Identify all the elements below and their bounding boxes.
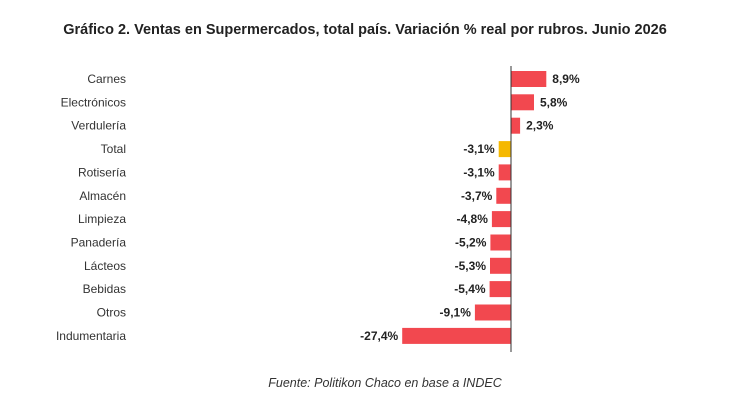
value-label: -4,8% (457, 212, 489, 226)
chart-title: Gráfico 2. Ventas en Supermercados, tota… (63, 22, 667, 38)
bars-layer: Carnes 8,9% Electrónicos 5,8% Verdulería 2,3%… (56, 71, 580, 344)
value-label: -9,1% (440, 306, 472, 320)
value-label: 2,3% (526, 119, 554, 133)
bar-almacen (496, 187, 511, 204)
bar-carnes (511, 71, 547, 87)
category-label: Total (101, 142, 126, 156)
value-label: -27,4% (360, 329, 398, 343)
bar-total (498, 141, 511, 158)
bar-bebidas (489, 281, 511, 298)
bar-panaderia (490, 234, 511, 251)
category-label: Panadería (71, 236, 127, 250)
value-label: 5,8% (540, 95, 568, 109)
category-label: Almacén (79, 189, 126, 203)
category-label: Limpieza (78, 212, 126, 226)
value-label: -3,1% (463, 165, 495, 179)
bar-limpieza (491, 211, 511, 228)
source-note: Fuente: Politikon Chaco en base a INDEC (268, 376, 502, 390)
value-label: -5,4% (454, 282, 486, 296)
value-label: -5,2% (455, 236, 487, 250)
category-label: Bebidas (83, 282, 126, 296)
value-label: -3,7% (461, 189, 493, 203)
value-label: 8,9% (552, 72, 580, 86)
bar-electronicos (511, 94, 534, 111)
category-label: Verdulería (71, 119, 126, 133)
category-label: Electrónicos (61, 95, 126, 109)
bar-rotiseria (498, 164, 511, 181)
bar-verduleria (511, 117, 521, 134)
bar-indumentaria (402, 327, 511, 344)
category-label: Rotisería (78, 165, 126, 179)
bar-otros (474, 304, 511, 321)
category-label: Otros (97, 306, 126, 320)
category-label: Lácteos (84, 259, 126, 273)
value-label: -5,3% (455, 259, 487, 273)
category-label: Carnes (87, 72, 126, 86)
category-label: Indumentaria (56, 329, 126, 343)
value-label: -3,1% (463, 142, 495, 156)
bar-lacteos (490, 257, 511, 274)
